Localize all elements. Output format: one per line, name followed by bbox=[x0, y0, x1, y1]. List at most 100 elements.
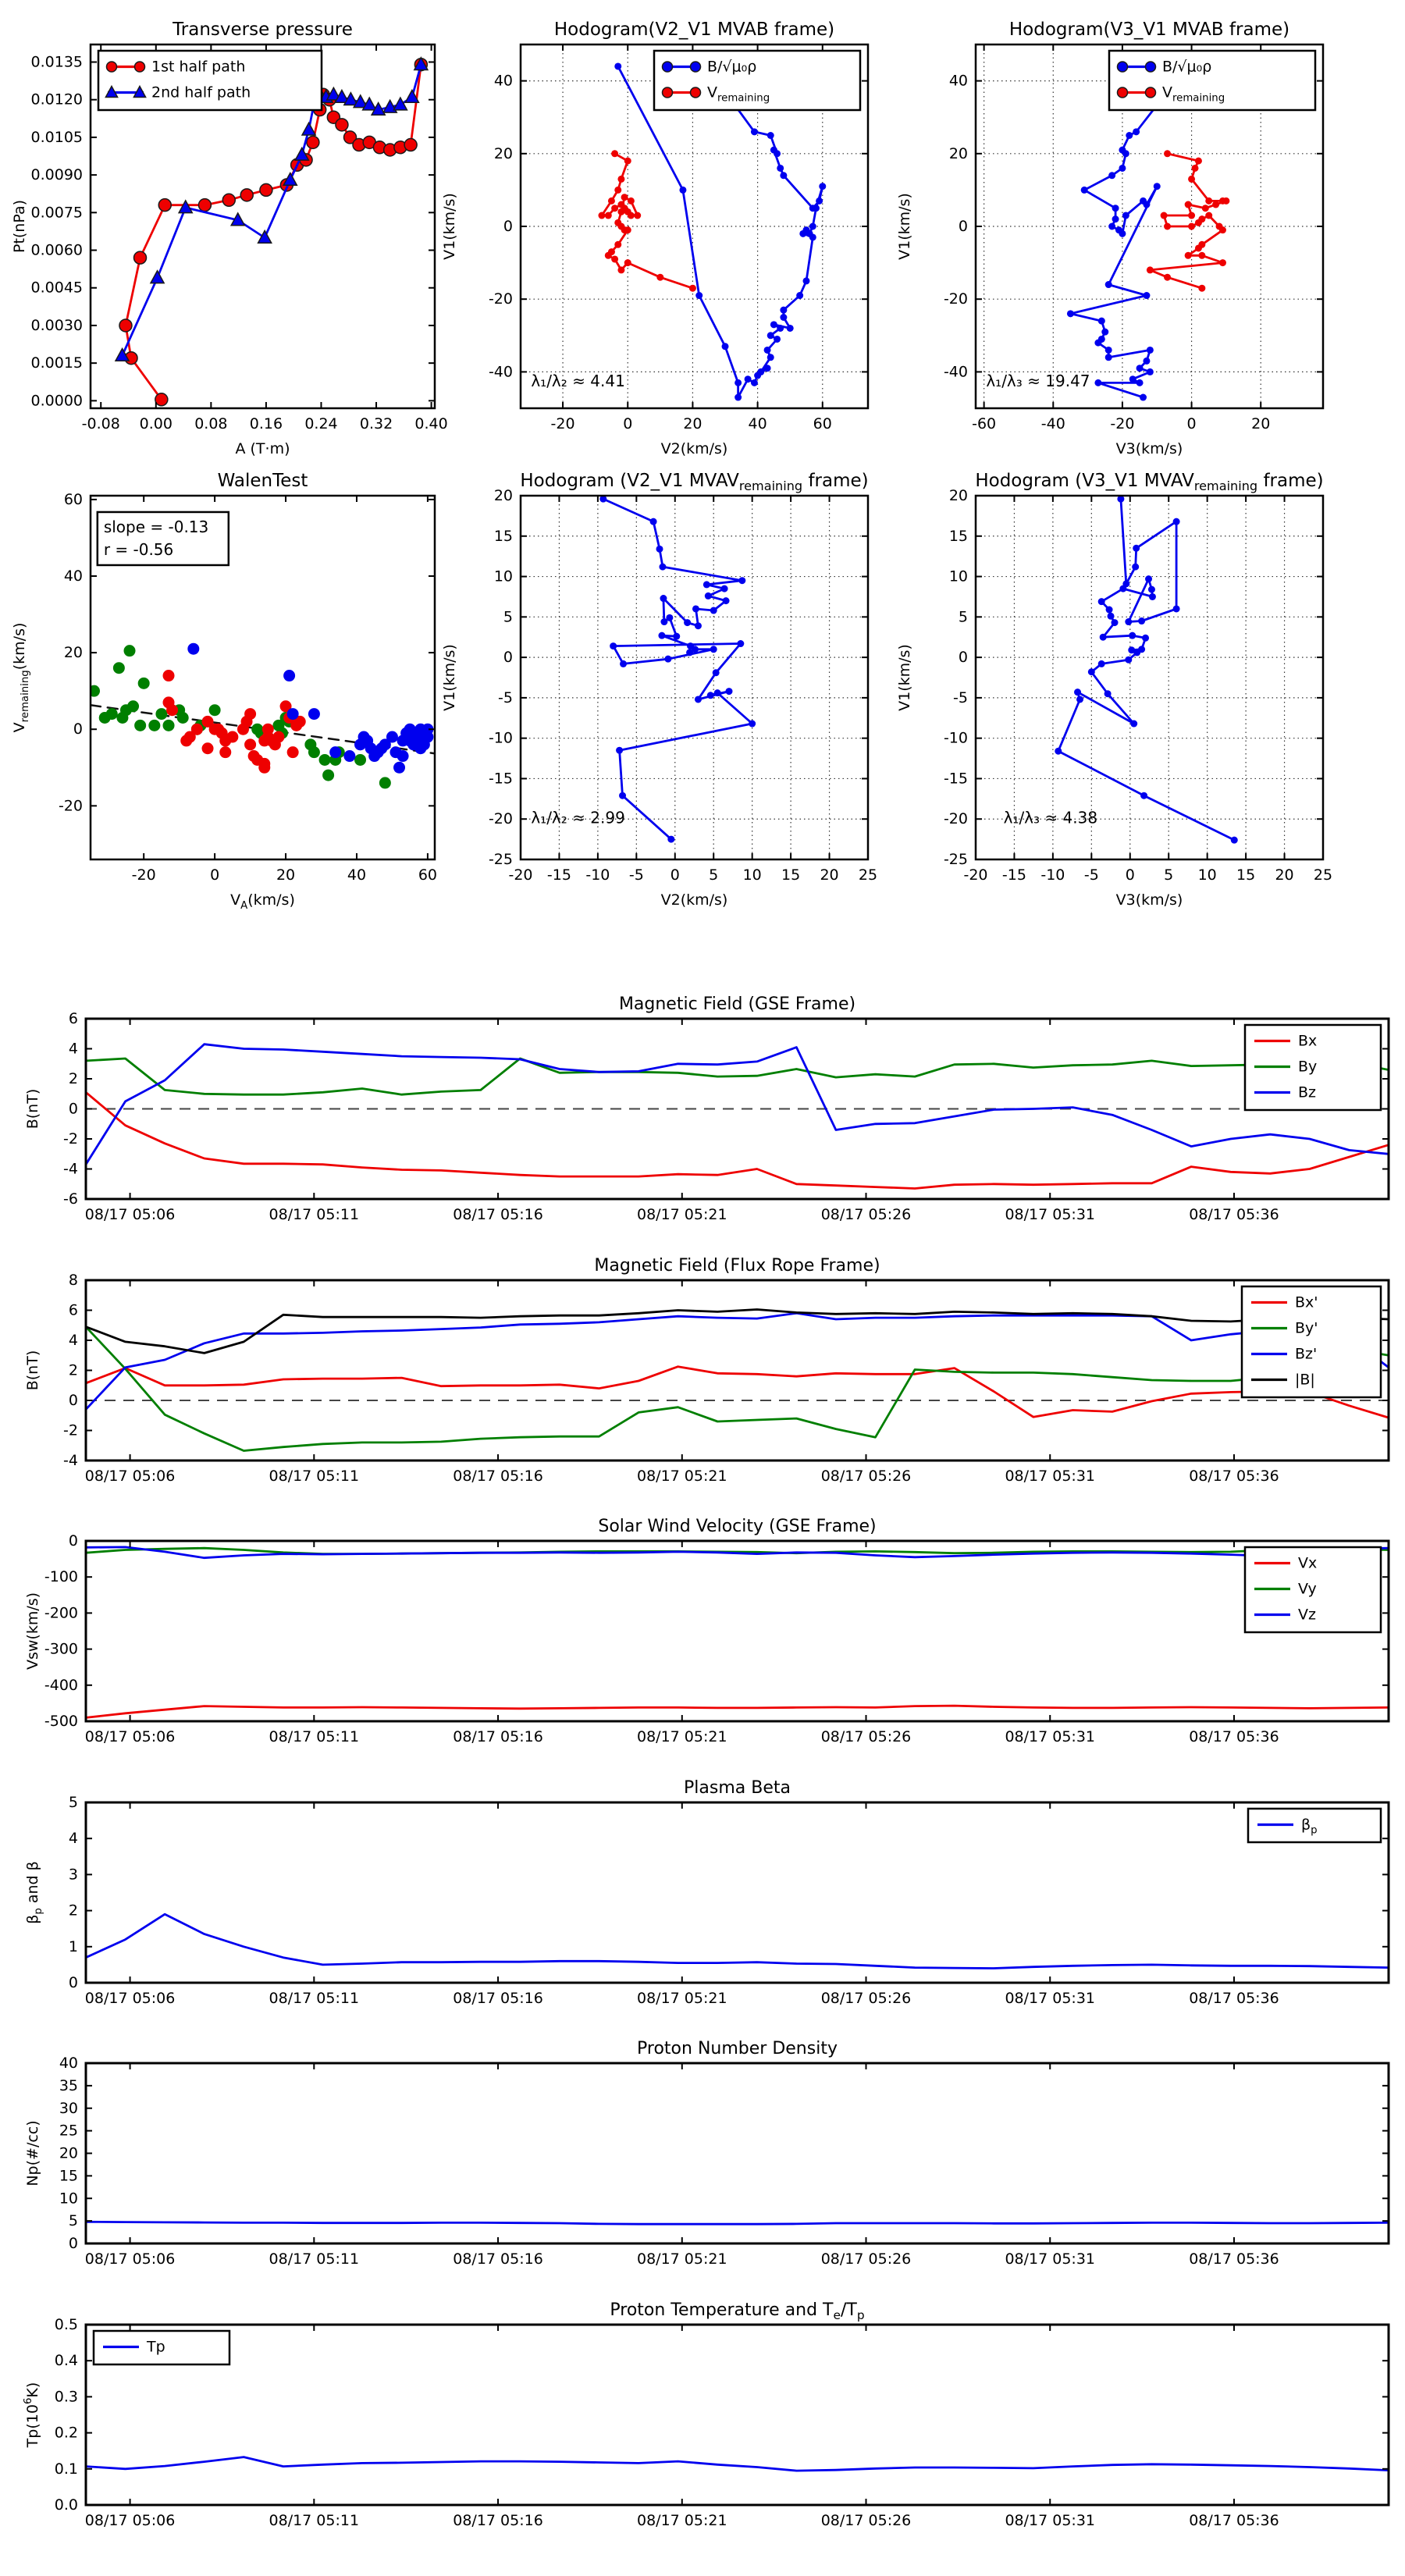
circle-marker bbox=[137, 677, 150, 689]
panel-hodogram-v2v1-mvab: -20 0 20 40 60 -40 -20 0 20 40 Hodogram(V2_V1 MVAB… bbox=[441, 20, 870, 457]
y-tick-label: 35 bbox=[59, 2077, 78, 2094]
x-tick-label: -20 bbox=[963, 866, 987, 884]
circle-marker bbox=[397, 750, 409, 763]
axes-frame bbox=[84, 2323, 1390, 2507]
y-tick-label: 10 bbox=[59, 2190, 78, 2207]
panel-proton-density: 08/17 05:06 08/17 05:11 08/17 05:16 08/17 0… bbox=[24, 2039, 1390, 2268]
dot-marker bbox=[686, 649, 694, 656]
series-group bbox=[86, 2456, 1389, 2472]
dot-marker bbox=[611, 255, 619, 263]
y-tick-label: 0.0075 bbox=[31, 204, 83, 221]
y-tick-label: 0 bbox=[69, 1974, 78, 1991]
y-tick-label: 0.4 bbox=[55, 2352, 78, 2369]
y-tick-label: -6 bbox=[63, 1190, 78, 1208]
dot-marker bbox=[664, 655, 672, 663]
series-Vz-line bbox=[86, 1546, 1389, 1560]
dot-marker bbox=[616, 746, 624, 754]
x-tick-label: 08/17 05:16 bbox=[453, 2250, 543, 2268]
dot-marker bbox=[1112, 205, 1119, 212]
annotation: λ₁/λ₃ ≈ 4.38 bbox=[1004, 808, 1097, 827]
dot-marker bbox=[620, 660, 628, 667]
x-axis-label: V3(km/s) bbox=[1116, 440, 1183, 457]
dot-marker bbox=[1104, 354, 1112, 361]
y-tick-label: -15 bbox=[944, 770, 968, 787]
legend-label: B/√μ₀ρ bbox=[1162, 59, 1211, 76]
series-V-remaining-line bbox=[600, 152, 694, 290]
y-axis-label: V1(km/s) bbox=[441, 644, 458, 711]
dot-marker bbox=[725, 688, 733, 696]
circle-marker bbox=[240, 188, 254, 202]
dot-marker bbox=[1184, 251, 1192, 259]
series-group bbox=[1055, 496, 1238, 844]
circle-marker bbox=[329, 746, 342, 759]
dot-marker bbox=[1222, 197, 1230, 205]
y-tick-label: -25 bbox=[489, 851, 513, 868]
x-tick-label: 25 bbox=[1314, 866, 1332, 884]
y-tick-label: 0.0015 bbox=[31, 354, 83, 372]
plot-area bbox=[521, 496, 868, 859]
x-tick-label: 08/17 05:11 bbox=[269, 1990, 360, 2007]
dot-marker bbox=[1099, 633, 1107, 641]
circle-marker bbox=[318, 753, 331, 766]
dot-marker bbox=[1140, 792, 1148, 799]
circle-marker bbox=[112, 662, 125, 674]
annotation: λ₁/λ₂ ≈ 4.41 bbox=[531, 372, 624, 390]
dot-marker bbox=[749, 720, 756, 728]
y-tick-label: 2 bbox=[69, 1362, 78, 1379]
dot-marker bbox=[750, 128, 758, 136]
dot-marker bbox=[704, 592, 712, 600]
y-tick-label: 3 bbox=[69, 1866, 78, 1883]
chart-title: Magnetic Field (GSE Frame) bbox=[619, 994, 855, 1014]
dot-marker bbox=[1172, 605, 1180, 613]
x-tick-label: 0.16 bbox=[250, 415, 283, 432]
y-tick-label: -100 bbox=[44, 1568, 78, 1585]
axes-frame bbox=[84, 1801, 1390, 1984]
y-tick-label: 0.0 bbox=[55, 2496, 78, 2514]
dot-marker bbox=[1076, 696, 1083, 703]
circle-marker bbox=[379, 738, 391, 751]
legend: Vx Vy Vz bbox=[1243, 1546, 1382, 1634]
x-tick-label: 08/17 05:06 bbox=[85, 2512, 176, 2529]
y-tick-label: -200 bbox=[44, 1604, 78, 1621]
series-velocity-hodogram-line bbox=[1057, 497, 1236, 841]
y-axis-label: Vsw(km/s) bbox=[24, 1592, 41, 1670]
dot-marker bbox=[1119, 229, 1126, 237]
dot-marker bbox=[1148, 592, 1156, 600]
dot-marker bbox=[710, 607, 717, 614]
annotation-text: slope = -0.13 bbox=[104, 518, 208, 536]
x-tick-label: 08/17 05:26 bbox=[821, 1468, 912, 1485]
x-tick-label: 08/17 05:26 bbox=[821, 1206, 912, 1223]
circle-marker bbox=[1144, 61, 1157, 73]
dot-marker bbox=[695, 292, 703, 300]
x-tick-label: -60 bbox=[972, 415, 996, 432]
dot-marker bbox=[1101, 328, 1109, 336]
dot-marker bbox=[1111, 619, 1119, 627]
circle-marker bbox=[105, 708, 118, 720]
x-tick-label: 08/17 05:21 bbox=[637, 2512, 727, 2529]
y-tick-label: 0 bbox=[69, 2235, 78, 2252]
y-tick-label: 4 bbox=[69, 1830, 78, 1847]
dot-marker bbox=[1184, 201, 1192, 208]
dot-marker bbox=[1097, 317, 1105, 325]
dot-marker bbox=[737, 640, 745, 648]
plot-area bbox=[86, 1019, 1389, 1199]
y-tick-label: -2 bbox=[63, 1130, 78, 1147]
legend-label: 1st half path bbox=[151, 59, 245, 76]
y-tick-label: -40 bbox=[489, 363, 513, 380]
x-tick-label: 08/17 05:11 bbox=[269, 1468, 360, 1485]
dot-marker bbox=[735, 379, 742, 386]
circle-marker bbox=[244, 738, 257, 751]
panel-hodogram-v3v1-mvab: -60 -40 -20 0 20 -40 -20 0 20 40 Hodogram(V3_V1 MV… bbox=[896, 20, 1325, 457]
x-axis-label: V2(km/s) bbox=[661, 440, 728, 457]
x-tick-label: 08/17 05:36 bbox=[1189, 1206, 1279, 1223]
circle-marker bbox=[343, 750, 356, 763]
y-tick-label: 0.1 bbox=[55, 2460, 78, 2478]
y-tick-label: 0 bbox=[69, 1392, 78, 1409]
legend-label: Tp bbox=[146, 2339, 165, 2356]
ticks: 08/17 05:06 08/17 05:11 08/17 05:16 08/17 0… bbox=[69, 1794, 1389, 2007]
dot-marker bbox=[621, 194, 628, 201]
x-tick-label: 08/17 05:31 bbox=[1005, 1468, 1095, 1485]
circle-marker bbox=[306, 135, 320, 150]
y-tick-label: 5 bbox=[69, 2212, 78, 2229]
